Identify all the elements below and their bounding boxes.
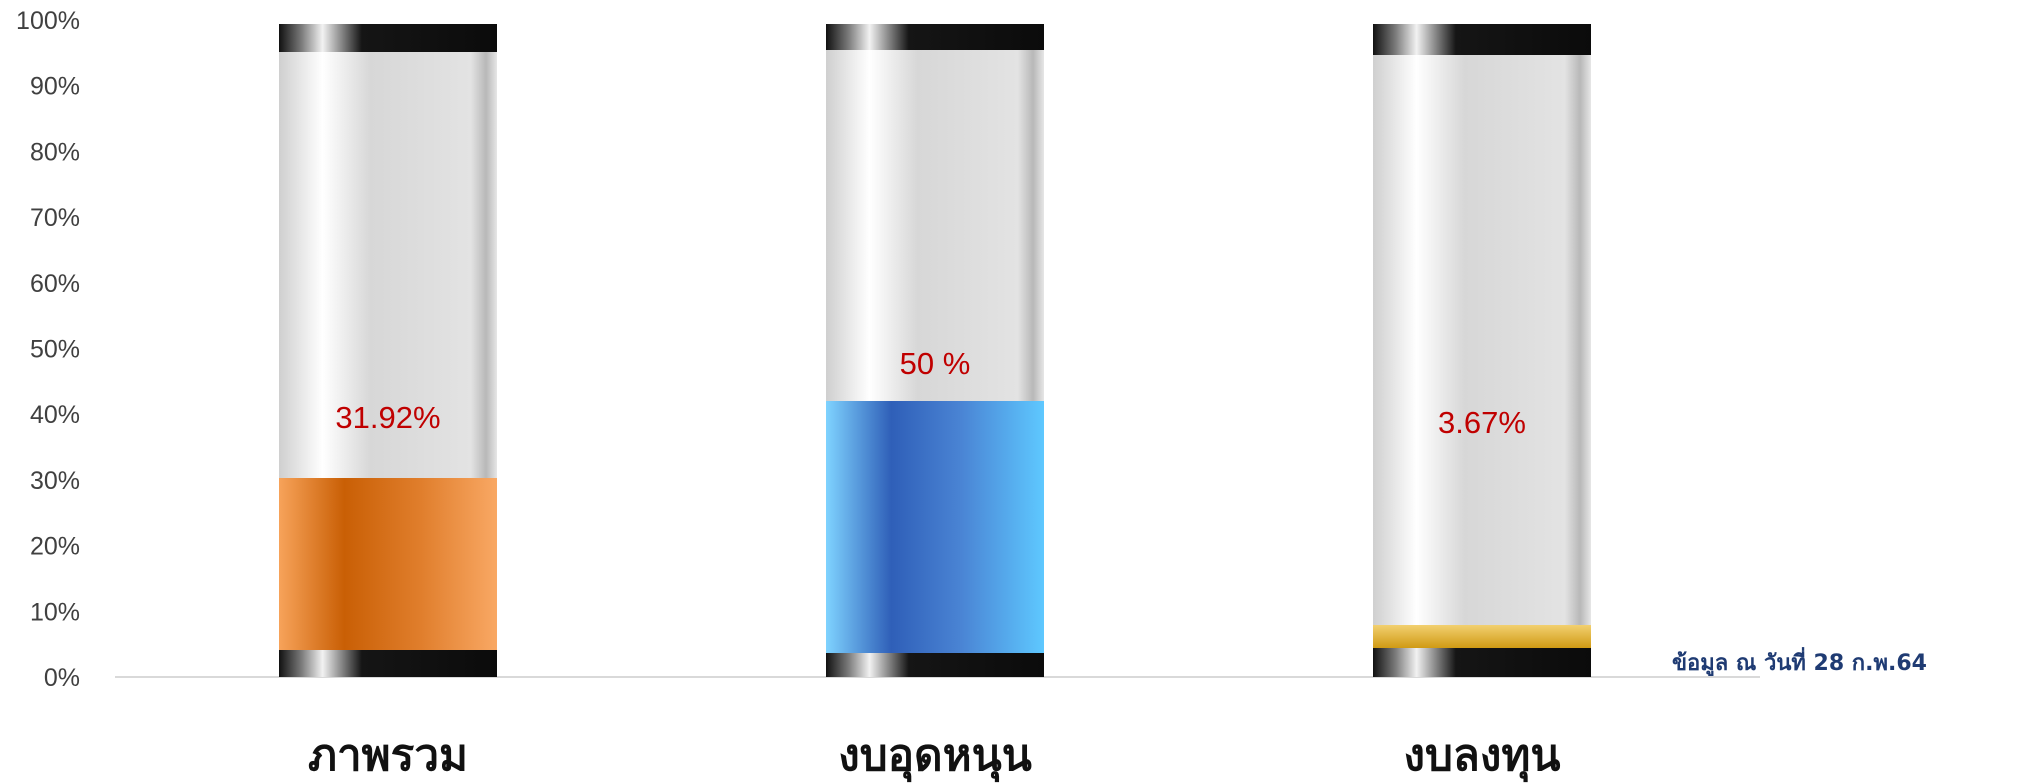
bar-bottom-cap [826, 653, 1044, 677]
y-tick-label: 20% [30, 533, 80, 561]
battery-bar-2: 50 % งบอุดหนุน [826, 24, 1044, 783]
bar-value-fill [279, 478, 497, 650]
y-tick-label: 90% [30, 73, 80, 101]
bar-glass-body [1373, 55, 1591, 630]
y-tick-label: 70% [30, 204, 80, 232]
y-tick-label: 100% [16, 7, 80, 35]
category-label: งบอุดหนุน [838, 730, 1032, 783]
y-tick-label: 0% [44, 664, 80, 692]
date-note: ข้อมูล ณ วันที่ 28 ก.พ.64 [1672, 646, 1927, 677]
y-tick-label: 10% [30, 598, 80, 626]
bar-top-cap [1373, 24, 1591, 55]
battery-bar-1: 31.92% ภาพรวม [279, 24, 497, 781]
y-tick-label: 50% [30, 336, 80, 364]
bar-top-cap [279, 24, 497, 52]
category-label: ภาพรวม [308, 730, 468, 781]
bar-top-cap [826, 24, 1044, 50]
y-tick-label: 30% [30, 467, 80, 495]
data-label: 50 % [900, 346, 971, 381]
battery-bar-3: 3.67% งบลงทุน [1373, 24, 1591, 783]
data-label: 31.92% [335, 400, 440, 435]
bar-bottom-cap [1373, 648, 1591, 677]
y-tick-label: 80% [30, 138, 80, 166]
category-label: งบลงทุน [1404, 730, 1561, 783]
y-axis-ticks: 0% 10% 20% 30% 40% 50% 60% 70% 80% 90% 100% [16, 7, 80, 692]
bar-value-fill [1373, 625, 1591, 648]
y-tick-label: 60% [30, 270, 80, 298]
bars-group: 31.92% ภาพรวม 50 % งบอุดหนุน 3.67% งบลงทุน [279, 24, 1591, 783]
data-label: 3.67% [1438, 405, 1526, 440]
bar-value-fill [826, 401, 1044, 653]
bar-bottom-cap [279, 650, 497, 677]
y-tick-label: 40% [30, 401, 80, 429]
